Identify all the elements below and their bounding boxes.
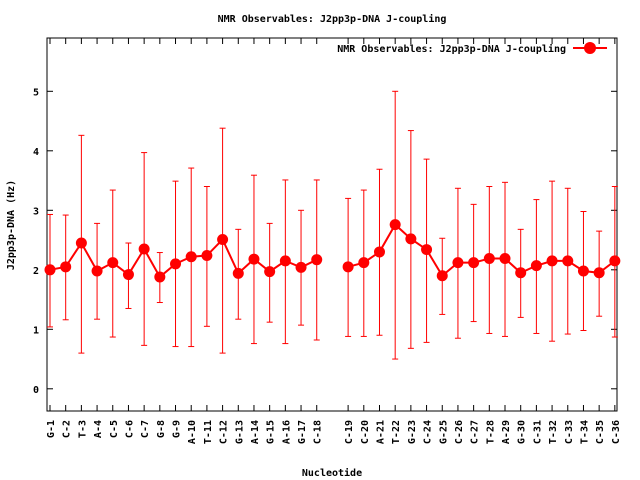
- x-tick-label: G-8: [156, 420, 167, 438]
- x-tick-label: C-19: [344, 420, 355, 444]
- x-tick-label: A-14: [250, 420, 261, 444]
- legend-marker: [584, 42, 596, 54]
- data-point: [170, 258, 182, 270]
- x-tick-label: C-18: [313, 420, 324, 444]
- data-point: [452, 257, 464, 269]
- x-tick-label: T-32: [548, 420, 559, 444]
- legend-label: NMR Observables: J2pp3p-DNA J-coupling: [337, 43, 566, 55]
- data-point: [609, 255, 621, 267]
- data-point: [44, 264, 56, 276]
- x-tick-label: A-10: [187, 420, 198, 444]
- data-point: [122, 269, 134, 281]
- x-tick-label: G-30: [517, 420, 528, 444]
- y-tick-label: 1: [33, 325, 39, 336]
- data-point: [499, 252, 511, 264]
- data-point: [530, 260, 542, 272]
- x-tick-label: C-12: [219, 420, 230, 444]
- x-tick-label: C-31: [532, 420, 543, 444]
- x-tick-label: C-20: [360, 420, 371, 444]
- data-point: [562, 255, 574, 267]
- data-point: [405, 233, 417, 245]
- x-axis-label: Nucleotide: [302, 467, 362, 479]
- x-tick-label: C-33: [564, 420, 575, 444]
- data-point: [217, 233, 229, 245]
- data-point: [91, 265, 103, 277]
- x-tick-label: C-5: [109, 420, 120, 438]
- x-tick-label: A-4: [93, 420, 104, 438]
- data-point: [311, 254, 323, 266]
- x-tick-label: T-11: [203, 420, 214, 444]
- data-point: [138, 243, 150, 255]
- data-point: [515, 267, 527, 279]
- x-tick-label: T-3: [77, 420, 88, 438]
- x-tick-label: C-26: [454, 420, 465, 444]
- data-point: [389, 219, 401, 231]
- y-tick-label: 2: [33, 266, 39, 277]
- x-tick-label: A-16: [281, 420, 292, 444]
- data-point: [295, 261, 307, 273]
- series-line: [347, 223, 616, 278]
- y-tick-label: 0: [33, 385, 39, 396]
- y-axis-label: J2pp3p-DNA (Hz): [6, 180, 17, 270]
- x-tick-label: A-29: [501, 420, 512, 444]
- data-point: [358, 257, 370, 269]
- data-point: [279, 255, 291, 267]
- x-tick-label: C-2: [62, 420, 73, 438]
- x-tick-label: G-15: [266, 420, 277, 444]
- data-point: [107, 257, 119, 269]
- x-tick-label: A-21: [375, 420, 386, 444]
- data-point: [75, 237, 87, 249]
- data-marks: [44, 90, 621, 360]
- x-tick-label: C-27: [470, 420, 481, 444]
- data-point: [577, 265, 589, 277]
- x-tick-label: C-7: [140, 420, 151, 438]
- data-point: [185, 251, 197, 263]
- y-tick-label: 5: [33, 87, 39, 98]
- x-tick-label: C-6: [124, 420, 135, 438]
- data-point: [248, 253, 260, 265]
- x-tick-label: G-13: [234, 420, 245, 444]
- data-point: [546, 255, 558, 267]
- x-tick-label: T-22: [391, 420, 402, 444]
- x-tick-label: T-34: [579, 420, 590, 444]
- data-point: [342, 261, 354, 273]
- data-point: [201, 250, 213, 262]
- x-tick-label: G-17: [297, 420, 308, 444]
- data-point: [468, 257, 480, 269]
- y-tick-label: 4: [33, 147, 39, 158]
- x-tick-label: G-1: [46, 420, 57, 438]
- y-tick-label: 3: [33, 206, 39, 217]
- chart-title: NMR Observables: J2pp3p-DNA J-coupling: [218, 13, 447, 25]
- series-line: [49, 237, 318, 279]
- x-tick-label: C-35: [595, 420, 606, 444]
- x-tick-label: G-23: [407, 420, 418, 444]
- data-point: [373, 246, 385, 258]
- data-point: [264, 266, 276, 278]
- data-point: [232, 267, 244, 279]
- data-point: [60, 261, 72, 273]
- axes: 0 1 2 3 4 5 G-1 C-2 T-3 A-4 C-5 C-6 C-7 G-8 G-9 A-10 T-1…: [33, 37, 622, 444]
- x-tick-label: G-25: [438, 420, 449, 444]
- x-tick-label: C-36: [611, 420, 622, 444]
- plot-border: [46, 37, 618, 412]
- x-tick-label: C-24: [423, 420, 434, 444]
- data-point: [436, 270, 448, 282]
- x-tick-label: G-9: [172, 420, 183, 438]
- data-point: [154, 271, 166, 283]
- data-point: [593, 267, 605, 279]
- data-point: [483, 252, 495, 264]
- data-point: [421, 244, 433, 256]
- legend: NMR Observables: J2pp3p-DNA J-coupling: [337, 42, 607, 55]
- x-tick-label: T-28: [485, 420, 496, 444]
